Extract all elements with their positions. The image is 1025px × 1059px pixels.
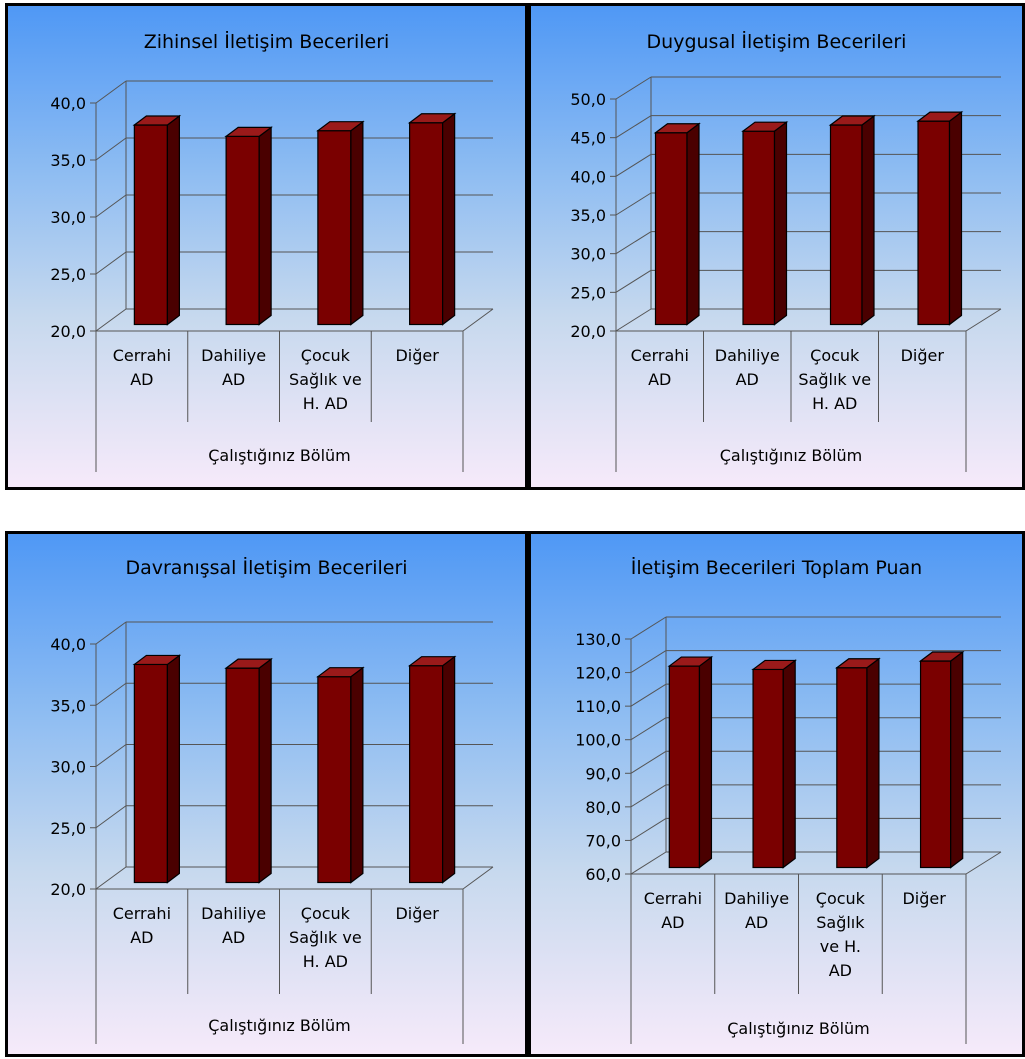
bar [828,114,876,326]
chart-title: Duygusal İletişim Becerileri [647,30,907,53]
bar [224,126,273,326]
y-tick-label: 35,0 [50,151,86,170]
gridline [610,76,1001,100]
gridline [625,650,1001,674]
y-tick-label: 25,0 [570,283,606,302]
y-tick-label: 120,0 [575,664,621,683]
y-tick-label: 100,0 [575,731,621,750]
y-tick-label: 20,0 [50,880,86,899]
y-tick-label: 35,0 [570,206,606,225]
bar [834,657,881,869]
y-tick-label: 40,0 [50,94,86,113]
gridline [90,621,493,645]
x-category-label: Diğer [902,889,946,908]
bar [667,655,714,869]
y-tick-label: 70,0 [585,831,621,850]
y-tick-label: 30,0 [50,208,86,227]
bar [316,666,365,884]
x-category-label: Çocuk Sağlık ve H. AD [816,889,866,980]
y-tick-label: 110,0 [575,697,621,716]
x-category-label: Diğer [901,346,945,365]
chart-svg-zihinsel: Zihinsel İletişim Becerileri 20,0 25,0 30,0… [50,30,494,472]
y-tick-label: 25,0 [50,819,86,838]
chart-panel-toplam: İletişim Becerileri Toplam Puan 60,0 70,0 8… [528,531,1025,1057]
bar [407,655,457,884]
gridline [90,80,493,104]
chart-title: Davranışsal İletişim Becerileri [125,556,407,579]
y-tick-label: 130,0 [575,630,621,649]
x-category-label: Diğer [395,346,439,365]
y-tick-label: 90,0 [585,764,621,783]
chart-title: Zihinsel İletişim Becerileri [144,30,390,53]
chart-panel-zihinsel: Zihinsel İletişim Becerileri 20,0 25,0 30,0… [5,3,528,490]
chart-panel-davranissal: Davranışsal İletişim Becerileri 20,0 25,0 3… [5,531,528,1057]
x-category-label: Cerrahi AD [631,346,689,389]
y-tick-label: 25,0 [50,265,86,284]
y-tick-label: 40,0 [50,635,86,654]
x-category-label: Çocuk Sağlık ve H. AD [289,346,362,413]
x-axis-title: Çalıştığınız Bölüm [208,1016,351,1035]
bar [132,654,182,884]
x-axis-title: Çalıştığınız Bölüm [727,1019,870,1038]
gridline [625,616,1001,640]
x-category-label: Dahiliye AD [201,904,266,947]
y-tick-label: 45,0 [570,129,606,148]
y-tick-label: 30,0 [570,245,606,264]
x-category-label: Dahiliye AD [724,889,789,932]
x-category-label: Cerrahi AD [113,904,171,947]
bar [916,110,964,326]
x-axis-title: Çalıştığınız Bölüm [208,446,351,465]
x-category-label: Cerrahi AD [113,346,171,389]
bar [316,120,365,326]
bar [741,120,789,326]
y-tick-label: 40,0 [570,167,606,186]
x-category-label: Çocuk Sağlık ve H. AD [289,904,362,971]
chart-svg-duygusal: Duygusal İletişim Becerileri 20,0 25,0 30,0… [570,30,1002,472]
y-tick-label: 80,0 [585,798,621,817]
chart-panel-duygusal: Duygusal İletişim Becerileri 20,0 25,0 30,0… [528,3,1025,490]
bar [224,657,273,884]
x-category-label: Cerrahi AD [644,889,702,932]
chart-title: İletişim Becerileri Toplam Puan [631,556,922,579]
x-axis-title: Çalıştığınız Bölüm [720,446,863,465]
y-tick-label: 35,0 [50,696,86,715]
x-category-label: Çocuk Sağlık ve H. AD [798,346,871,413]
chart-svg-davranissal: Davranışsal İletişim Becerileri 20,0 25,0 3… [50,556,494,1044]
y-tick-label: 20,0 [50,322,86,341]
bar [751,659,798,869]
y-tick-label: 20,0 [570,322,606,341]
x-category-label: Dahiliye AD [715,346,780,389]
y-tick-label: 30,0 [50,758,86,777]
bar [407,112,457,326]
bar [653,122,701,326]
x-category-label: Diğer [395,904,439,923]
y-tick-label: 60,0 [585,865,621,884]
chart-svg-toplam: İletişim Becerileri Toplam Puan 60,0 70,0 8… [575,556,1002,1044]
bar [132,114,182,326]
y-tick-label: 50,0 [570,90,606,109]
bar [918,650,965,869]
x-category-label: Dahiliye AD [201,346,266,389]
